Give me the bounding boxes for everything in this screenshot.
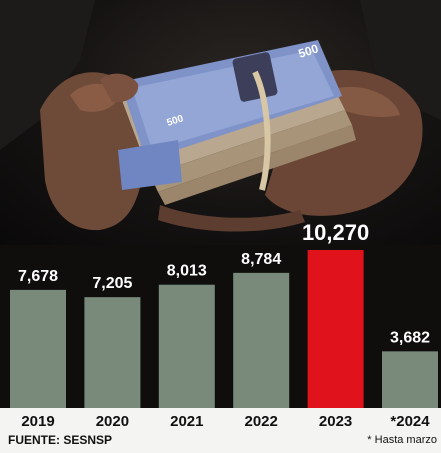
value-label-2021: 8,013 [167,263,207,280]
footnote: * Hasta marzo [367,434,437,446]
banknote-denomination: 500 [297,41,321,61]
value-label-2024: 3,682 [390,329,430,346]
banknote-denomination-small: 500 [166,113,186,129]
value-label-2022: 8,784 [241,251,281,268]
bar-2019 [10,289,66,408]
year-label-2022: 2022 [245,413,278,430]
year-label-2021: 2021 [170,413,203,430]
bar-2021 [158,284,215,408]
bar-2020 [84,297,141,408]
hands-holding-cash-icon: 500 500 [0,0,441,232]
year-label-2020: 2020 [96,413,129,430]
value-label-2020: 7,205 [92,275,132,292]
source-note: FUENTE: SESNSP [8,433,113,447]
year-label-2023: 2023 [319,413,352,430]
x-axis-band [0,408,441,432]
value-label-2019: 7,678 [18,268,58,285]
year-label-2019: 2019 [21,413,54,430]
year-label-2024: *2024 [390,413,430,430]
bar-2023 [307,250,364,408]
hands-holding-cash-photo: 500 500 [0,0,441,245]
footer-strip [0,432,441,453]
value-label-2023: 10,270 [302,220,369,245]
bar-2022 [233,272,290,408]
bar-2024 [382,351,438,408]
